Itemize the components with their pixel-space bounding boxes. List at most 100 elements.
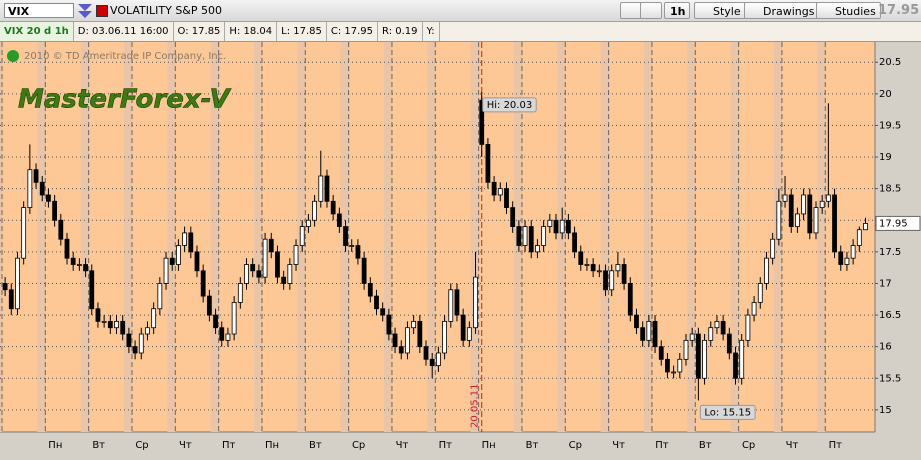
candle-body [330,200,336,215]
candle-body [101,320,107,323]
candle-body [188,232,194,253]
candle-body [27,169,33,209]
low-label-box [699,404,756,420]
toolbar: VIX VOLATILITY S&P 500 1h Style Drawings… [0,0,921,22]
watermark: MasterForex-V [18,85,232,115]
style-button[interactable]: Style [694,2,746,19]
candle-body [479,99,485,145]
candle-body [293,245,299,265]
candle-body [801,194,807,215]
candle-body [491,181,497,196]
candle-body [336,213,342,227]
candle-body [138,333,144,354]
x-tick-label: Пт [655,440,669,451]
candle-body [596,270,602,273]
candle-body [244,264,249,284]
chart-label: VIX 20 d 1h [0,22,74,41]
candle-body [535,245,540,253]
session-gap [383,42,392,432]
candle-body [454,289,460,316]
x-tick-label: Ср [569,440,582,451]
session-gap [600,42,609,432]
tool-button[interactable] [640,2,662,19]
candle-body [646,320,652,341]
candle-body [844,257,850,265]
candle-body [213,314,218,329]
candle-body [343,226,348,246]
candle-body [349,245,355,247]
candle-body [200,270,206,297]
candle-body [312,200,317,221]
drawings-button[interactable]: Drawings [744,2,820,19]
candle-body [411,320,417,329]
y-tick-label: 18.5 [879,184,901,195]
candle-body [58,219,64,240]
info-field: O: 17.85 [174,22,226,41]
candle-body [46,194,51,202]
info-field: R: 0.19 [378,22,423,41]
low-label-text: Lo: 15.15 [704,407,751,418]
bottom-axis [0,432,921,460]
interval-button[interactable]: 1h [664,2,690,19]
candle-body [417,320,423,348]
session-gap [80,42,89,432]
candle-body [8,289,14,310]
symbol-input[interactable]: VIX [4,3,74,18]
candle-body [299,226,305,246]
candle-body [677,358,683,373]
candle-body [435,352,441,367]
candle-body [621,264,627,284]
candle-body [145,327,150,335]
info-bar: VIX 20 d 1h D: 03.06.11 16:00 O: 17.85 H: 1… [0,22,921,42]
candle-body [15,257,20,310]
last-price-tag: 17.95 [875,215,921,231]
candle-body [374,295,379,310]
candle-body [324,175,330,202]
candle-body [516,226,522,246]
candle-body [262,238,268,278]
candle-body [485,143,491,183]
x-tick-label: Пт [829,440,843,451]
candle-body [671,371,677,374]
last-price-text: 17.95 [879,218,908,229]
x-tick-label: Вт [92,440,105,451]
info-field: H: 18.04 [225,22,278,41]
candle-body [194,251,200,272]
candle-body [689,333,695,341]
candle-body [838,251,844,265]
candle-body [832,194,837,253]
copyright: 2010 © TD Ameritrade IP Company, Inc. [24,51,226,62]
candle-body [850,245,856,259]
tool-button[interactable] [620,2,642,19]
candle-body [169,257,175,265]
candle-body [237,283,243,303]
studies-button[interactable]: Studies [816,2,881,19]
candle-body [21,207,27,259]
last-price-box [875,215,921,231]
info-field: L: 17.85 [277,22,327,41]
x-tick-label: Ср [352,440,365,451]
y-tick-label: 16.5 [879,310,901,321]
plot-background [0,42,875,432]
x-tick-label: Пт [222,440,236,451]
candle-body [250,264,256,272]
candle-body [584,264,590,266]
x-tick-label: Ср [135,440,148,451]
candle-body [658,346,664,360]
x-tick-label: Пт [439,440,453,451]
symbol-arrows[interactable] [78,4,92,18]
candle-body [448,289,454,322]
candle-body [609,270,615,291]
candle-body [64,238,70,259]
candle-body [392,333,398,348]
session-gap [817,42,826,432]
candle-body [206,295,212,316]
x-tick-label: Вт [526,440,539,451]
candle-body [281,276,287,284]
y-tick-label: 19.5 [879,120,901,131]
info-field: Y: [423,22,440,41]
candle-body [176,245,181,265]
candle-body [603,270,608,291]
session-gap [210,42,219,432]
